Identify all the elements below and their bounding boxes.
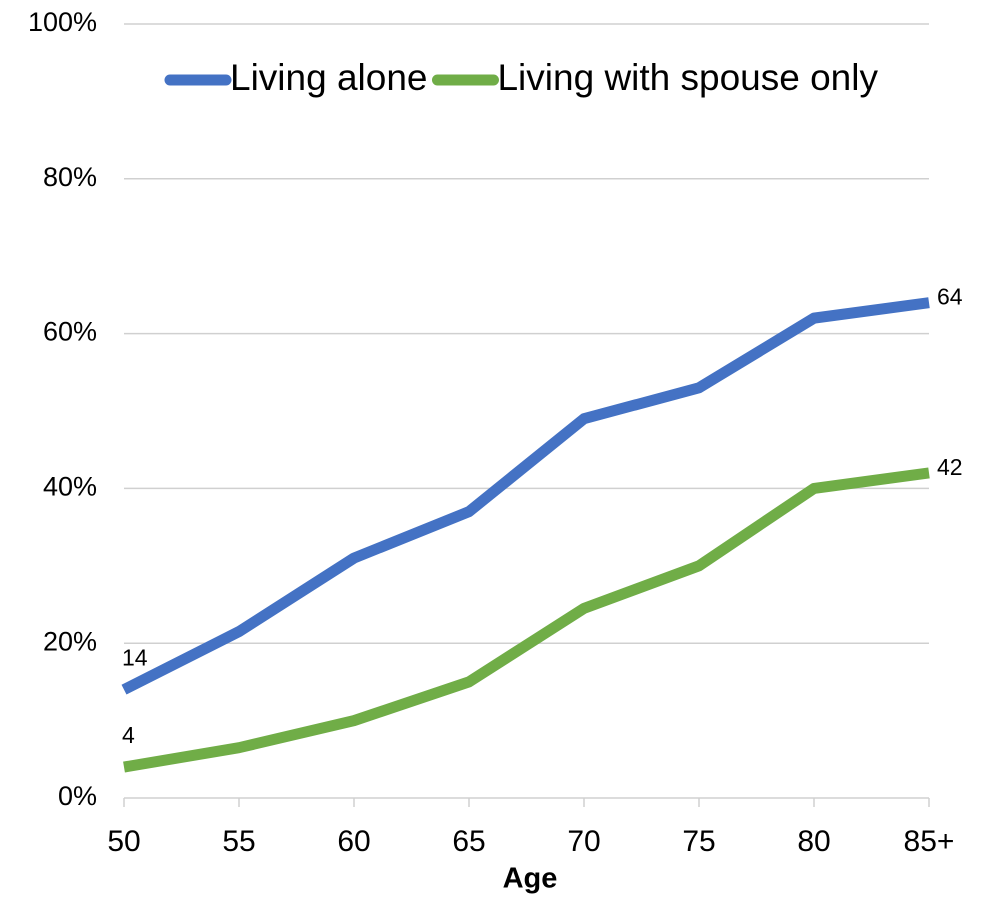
y-tick-label: 100%: [28, 7, 97, 37]
data-label: 64: [937, 284, 963, 310]
x-tick-label: 65: [452, 825, 485, 858]
y-tick-label: 20%: [43, 626, 97, 656]
data-label: 4: [122, 722, 135, 748]
x-tick-label: 75: [682, 825, 715, 858]
data-label: 14: [122, 645, 148, 671]
y-tick-label: 80%: [43, 162, 97, 192]
x-tick-label: 85+: [904, 825, 955, 858]
x-tick-label: 70: [567, 825, 600, 858]
x-tick-label: 50: [107, 825, 140, 858]
legend-label: Living alone: [230, 57, 427, 98]
series-line: [121, 297, 930, 695]
x-axis-title: Age: [503, 863, 558, 895]
y-tick-label: 40%: [43, 472, 97, 502]
y-tick-label: 0%: [58, 781, 97, 811]
x-tick-label: 80: [797, 825, 830, 858]
data-label: 42: [937, 454, 963, 480]
x-tick-label: 60: [337, 825, 370, 858]
x-tick-label: 55: [222, 825, 255, 858]
legend-label: Living with spouse only: [497, 57, 878, 98]
series-line: [123, 467, 930, 773]
y-tick-label: 60%: [43, 317, 97, 347]
